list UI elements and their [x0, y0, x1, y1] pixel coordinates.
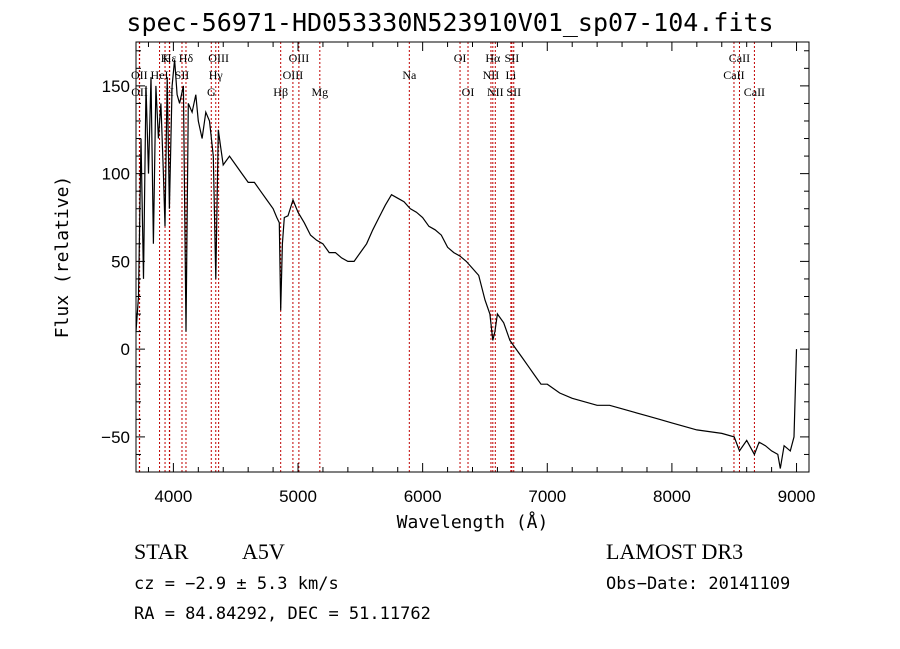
x-tick-label: 6000 [404, 487, 442, 506]
line-label-CaII: CaII [744, 85, 765, 99]
redshift-cz: cz = −2.9 ± 5.3 km/s [134, 574, 339, 594]
line-label-H: H [165, 85, 174, 99]
line-label-K: K [161, 51, 170, 65]
line-label-Hδ: Hδ [179, 51, 194, 65]
plot-frame [135, 41, 810, 473]
line-label-HeI: HeI [151, 68, 169, 82]
x-tick-label: 9000 [778, 487, 816, 506]
survey-name: LAMOST DR3 [606, 539, 744, 564]
line-label-Hγ: Hγ [209, 68, 224, 82]
line-label-Hε: Hε [163, 51, 177, 65]
y-tick-label: 150 [102, 77, 130, 96]
line-label-SII: SII [505, 51, 520, 65]
line-label-OIII: OIII [208, 51, 229, 65]
x-tick-label: 8000 [653, 487, 691, 506]
chart-title: spec-56971-HD053330N523910V01_sp07-104.f… [126, 8, 774, 37]
x-tick-label: 7000 [528, 487, 566, 506]
object-class: STAR [134, 539, 189, 564]
line-label-NII: NII [483, 68, 500, 82]
line-label-OI: OI [454, 51, 467, 65]
y-tick-label: 50 [111, 252, 130, 271]
line-label-NII: NII [487, 85, 504, 99]
spectrum-line [135, 59, 798, 469]
emission-line-labels: HεK Hδ OIII OIII OI Hα SII CaII OII HeI SII Hγ OIII N… [131, 51, 765, 99]
coordinates: RA = 84.84292, DEC = 51.11762 [134, 604, 431, 624]
line-label-Na: Na [402, 68, 417, 82]
emission-line-markers [138, 42, 755, 472]
x-axis-ticks: 4000 5000 6000 7000 8000 9000 [147, 42, 816, 506]
line-label-OI: OI [462, 85, 475, 99]
y-tick-label: 100 [102, 165, 130, 184]
y-axis-ticks: −50 0 50 100 150 [101, 50, 809, 455]
y-tick-label: −50 [101, 428, 130, 447]
line-label-SII: SII [175, 68, 190, 82]
line-label-CaII: CaII [729, 51, 750, 65]
line-label-Hα: Hα [485, 51, 501, 65]
y-tick-label: 0 [121, 340, 130, 359]
line-label-OIII: OIII [289, 51, 310, 65]
line-label-G: G [207, 85, 216, 99]
line-label-CaII: CaII [723, 68, 744, 82]
line-label-OIII: OIII [283, 68, 304, 82]
y-axis-label: Flux (relative) [52, 176, 73, 339]
x-tick-label: 5000 [279, 487, 317, 506]
x-tick-label: 4000 [154, 487, 192, 506]
line-label-SII: SII [506, 85, 521, 99]
x-axis-label: Wavelength (Å) [397, 511, 549, 533]
line-label-Mg: Mg [311, 85, 328, 99]
object-subclass: A5V [242, 539, 285, 564]
line-label-OII: OII [131, 85, 148, 99]
line-label-Li: Li [506, 68, 517, 82]
line-label-OII: OII [131, 68, 148, 82]
line-label-Hβ: Hβ [273, 85, 288, 99]
observation-date: Obs−Date: 20141109 [606, 574, 791, 594]
